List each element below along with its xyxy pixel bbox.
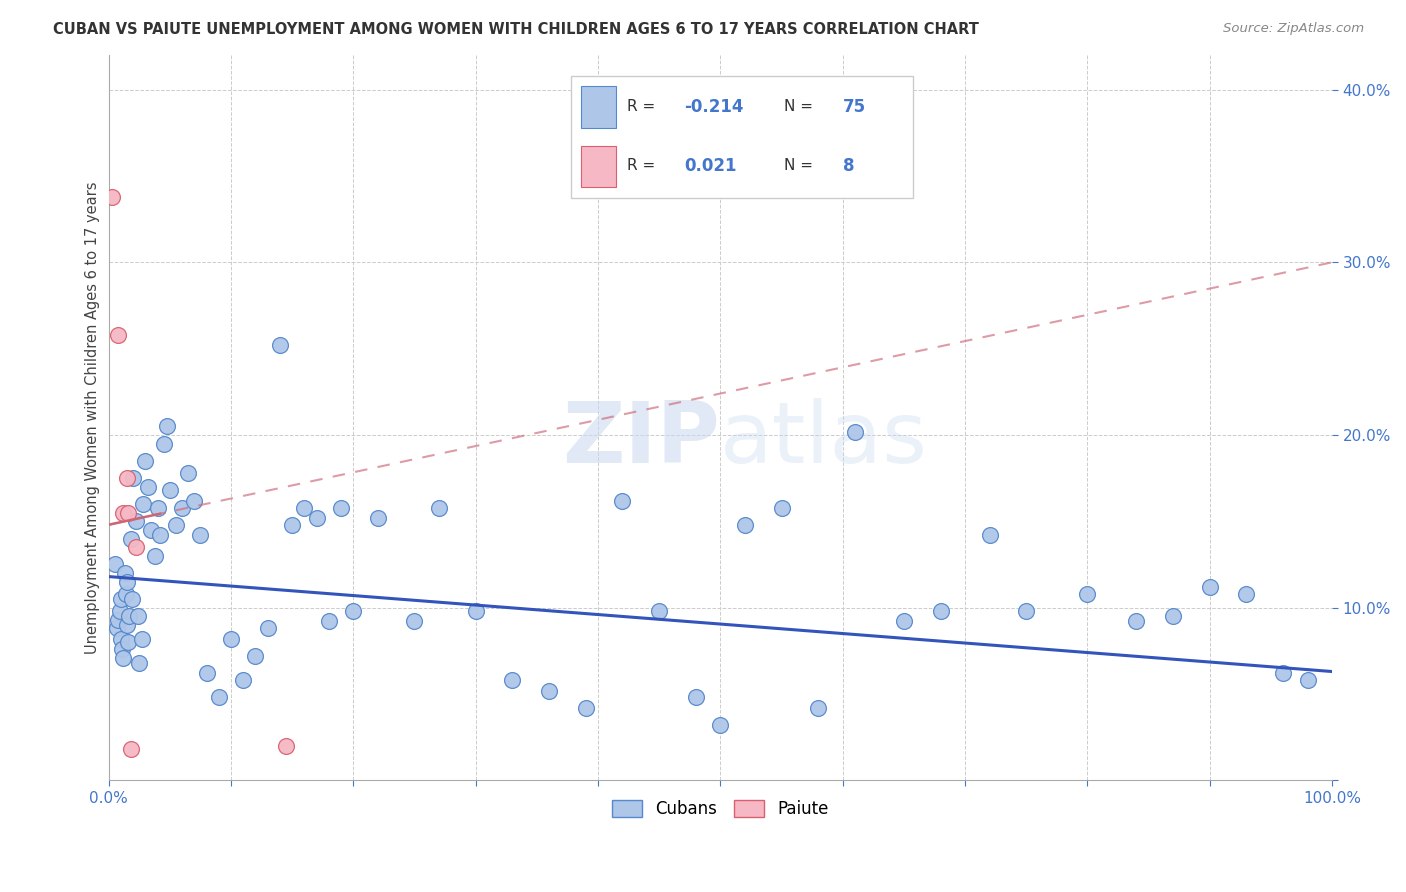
- Point: [1125, 615, 1147, 629]
- Point: [367, 511, 389, 525]
- Point: [612, 493, 634, 508]
- Point: [1272, 666, 1295, 681]
- Point: [1236, 587, 1258, 601]
- Point: [1076, 587, 1098, 601]
- Point: [105, 621, 128, 635]
- Point: [342, 604, 364, 618]
- Point: [1296, 673, 1319, 688]
- Point: [404, 615, 426, 629]
- Point: [1198, 580, 1220, 594]
- Point: [114, 587, 136, 601]
- Point: [770, 500, 793, 515]
- Point: [219, 632, 242, 646]
- Point: [132, 497, 155, 511]
- Point: [134, 454, 156, 468]
- Point: [107, 613, 129, 627]
- Point: [648, 604, 671, 618]
- Point: [292, 500, 315, 515]
- Point: [256, 621, 278, 635]
- Point: [117, 506, 139, 520]
- Point: [807, 700, 830, 714]
- Point: [101, 190, 124, 204]
- Point: [281, 517, 304, 532]
- Point: [734, 517, 756, 532]
- Point: [1015, 604, 1038, 618]
- Point: [538, 683, 561, 698]
- Point: [104, 558, 127, 572]
- Point: [120, 742, 142, 756]
- Text: ZIP: ZIP: [562, 398, 720, 481]
- Point: [979, 528, 1001, 542]
- Point: [149, 528, 172, 542]
- Point: [107, 327, 129, 342]
- Point: [121, 592, 143, 607]
- Point: [269, 338, 291, 352]
- Point: [110, 632, 132, 646]
- Point: [152, 436, 174, 450]
- Legend: Cubans, Paiute: Cubans, Paiute: [603, 791, 837, 826]
- Point: [115, 471, 138, 485]
- Point: [190, 528, 212, 542]
- Point: [115, 574, 138, 589]
- Point: [112, 506, 135, 520]
- Point: [177, 466, 200, 480]
- Point: [124, 514, 146, 528]
- Point: [118, 609, 141, 624]
- Point: [501, 673, 523, 688]
- Point: [893, 615, 915, 629]
- Point: [685, 690, 707, 705]
- Point: [131, 632, 153, 646]
- Point: [127, 609, 149, 624]
- Point: [156, 419, 179, 434]
- Point: [110, 592, 132, 607]
- Point: [159, 483, 181, 498]
- Point: [143, 549, 166, 563]
- Text: Source: ZipAtlas.com: Source: ZipAtlas.com: [1223, 22, 1364, 36]
- Y-axis label: Unemployment Among Women with Children Ages 6 to 17 years: Unemployment Among Women with Children A…: [86, 181, 100, 654]
- Point: [195, 666, 218, 681]
- Point: [318, 615, 340, 629]
- Text: atlas: atlas: [720, 398, 928, 481]
- Point: [330, 500, 353, 515]
- Point: [464, 604, 486, 618]
- Point: [117, 635, 139, 649]
- Point: [146, 500, 169, 515]
- Point: [136, 480, 159, 494]
- Point: [128, 656, 150, 670]
- Point: [108, 604, 131, 618]
- Point: [929, 604, 952, 618]
- Point: [274, 739, 297, 753]
- Point: [232, 673, 254, 688]
- Point: [170, 500, 193, 515]
- Text: CUBAN VS PAIUTE UNEMPLOYMENT AMONG WOMEN WITH CHILDREN AGES 6 TO 17 YEARS CORREL: CUBAN VS PAIUTE UNEMPLOYMENT AMONG WOMEN…: [53, 22, 980, 37]
- Point: [208, 690, 231, 705]
- Point: [245, 648, 267, 663]
- Point: [114, 566, 136, 581]
- Point: [141, 523, 163, 537]
- Point: [111, 642, 134, 657]
- Point: [844, 425, 866, 439]
- Point: [183, 493, 205, 508]
- Point: [112, 650, 135, 665]
- Point: [165, 517, 187, 532]
- Point: [709, 718, 731, 732]
- Point: [122, 471, 145, 485]
- Point: [115, 618, 138, 632]
- Point: [427, 500, 450, 515]
- Point: [1161, 609, 1184, 624]
- Point: [124, 540, 146, 554]
- Point: [575, 700, 598, 714]
- Point: [120, 532, 142, 546]
- Point: [305, 511, 328, 525]
